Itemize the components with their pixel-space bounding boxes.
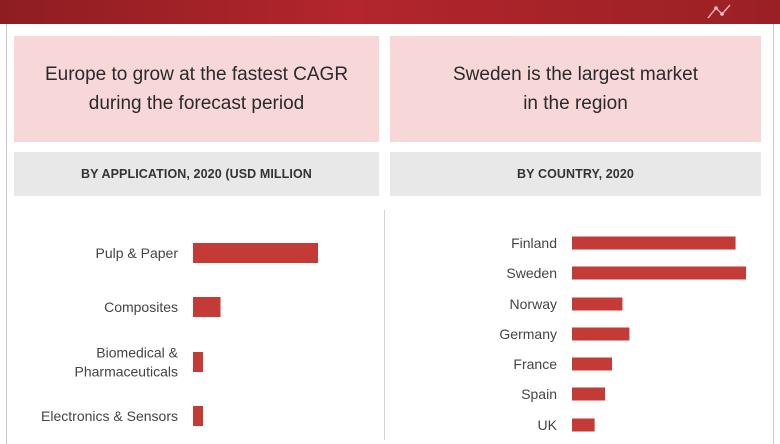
right-headline-line-2: in the region — [523, 93, 628, 114]
left-chart-subtitle: BY APPLICATION, 2020 (USD MILLION — [14, 152, 379, 196]
right-headline-line-1: Sweden is the largest market — [452, 64, 698, 85]
left-headline-line-1: Europe to grow at the fastest CAGR — [44, 64, 349, 85]
right-chart-subtitle: BY COUNTRY, 2020 — [390, 152, 761, 196]
right-headline: Sweden is the largest market in the regi… — [390, 36, 761, 142]
bar — [193, 243, 318, 263]
top-banner — [0, 0, 780, 24]
category-label: Biomedical & — [96, 345, 178, 361]
category-label: Pharmaceuticals — [75, 364, 179, 380]
category-label: Electronics & Sensors — [41, 408, 178, 424]
category-label: Pulp & Paper — [96, 245, 179, 261]
application-bar-chart: Pulp & Paper Composites Biomedical & Pharma… — [41, 243, 318, 426]
left-headline-line-2: during the forecast period — [88, 93, 305, 114]
logo-mark-icon — [707, 4, 731, 19]
panel-divider — [384, 210, 385, 440]
bar — [193, 406, 203, 426]
category-label: Composites — [104, 299, 178, 315]
bar — [193, 352, 203, 372]
infographic-frame — [6, 24, 774, 444]
bar — [193, 297, 221, 317]
left-headline: Europe to grow at the fastest CAGR durin… — [14, 36, 379, 142]
